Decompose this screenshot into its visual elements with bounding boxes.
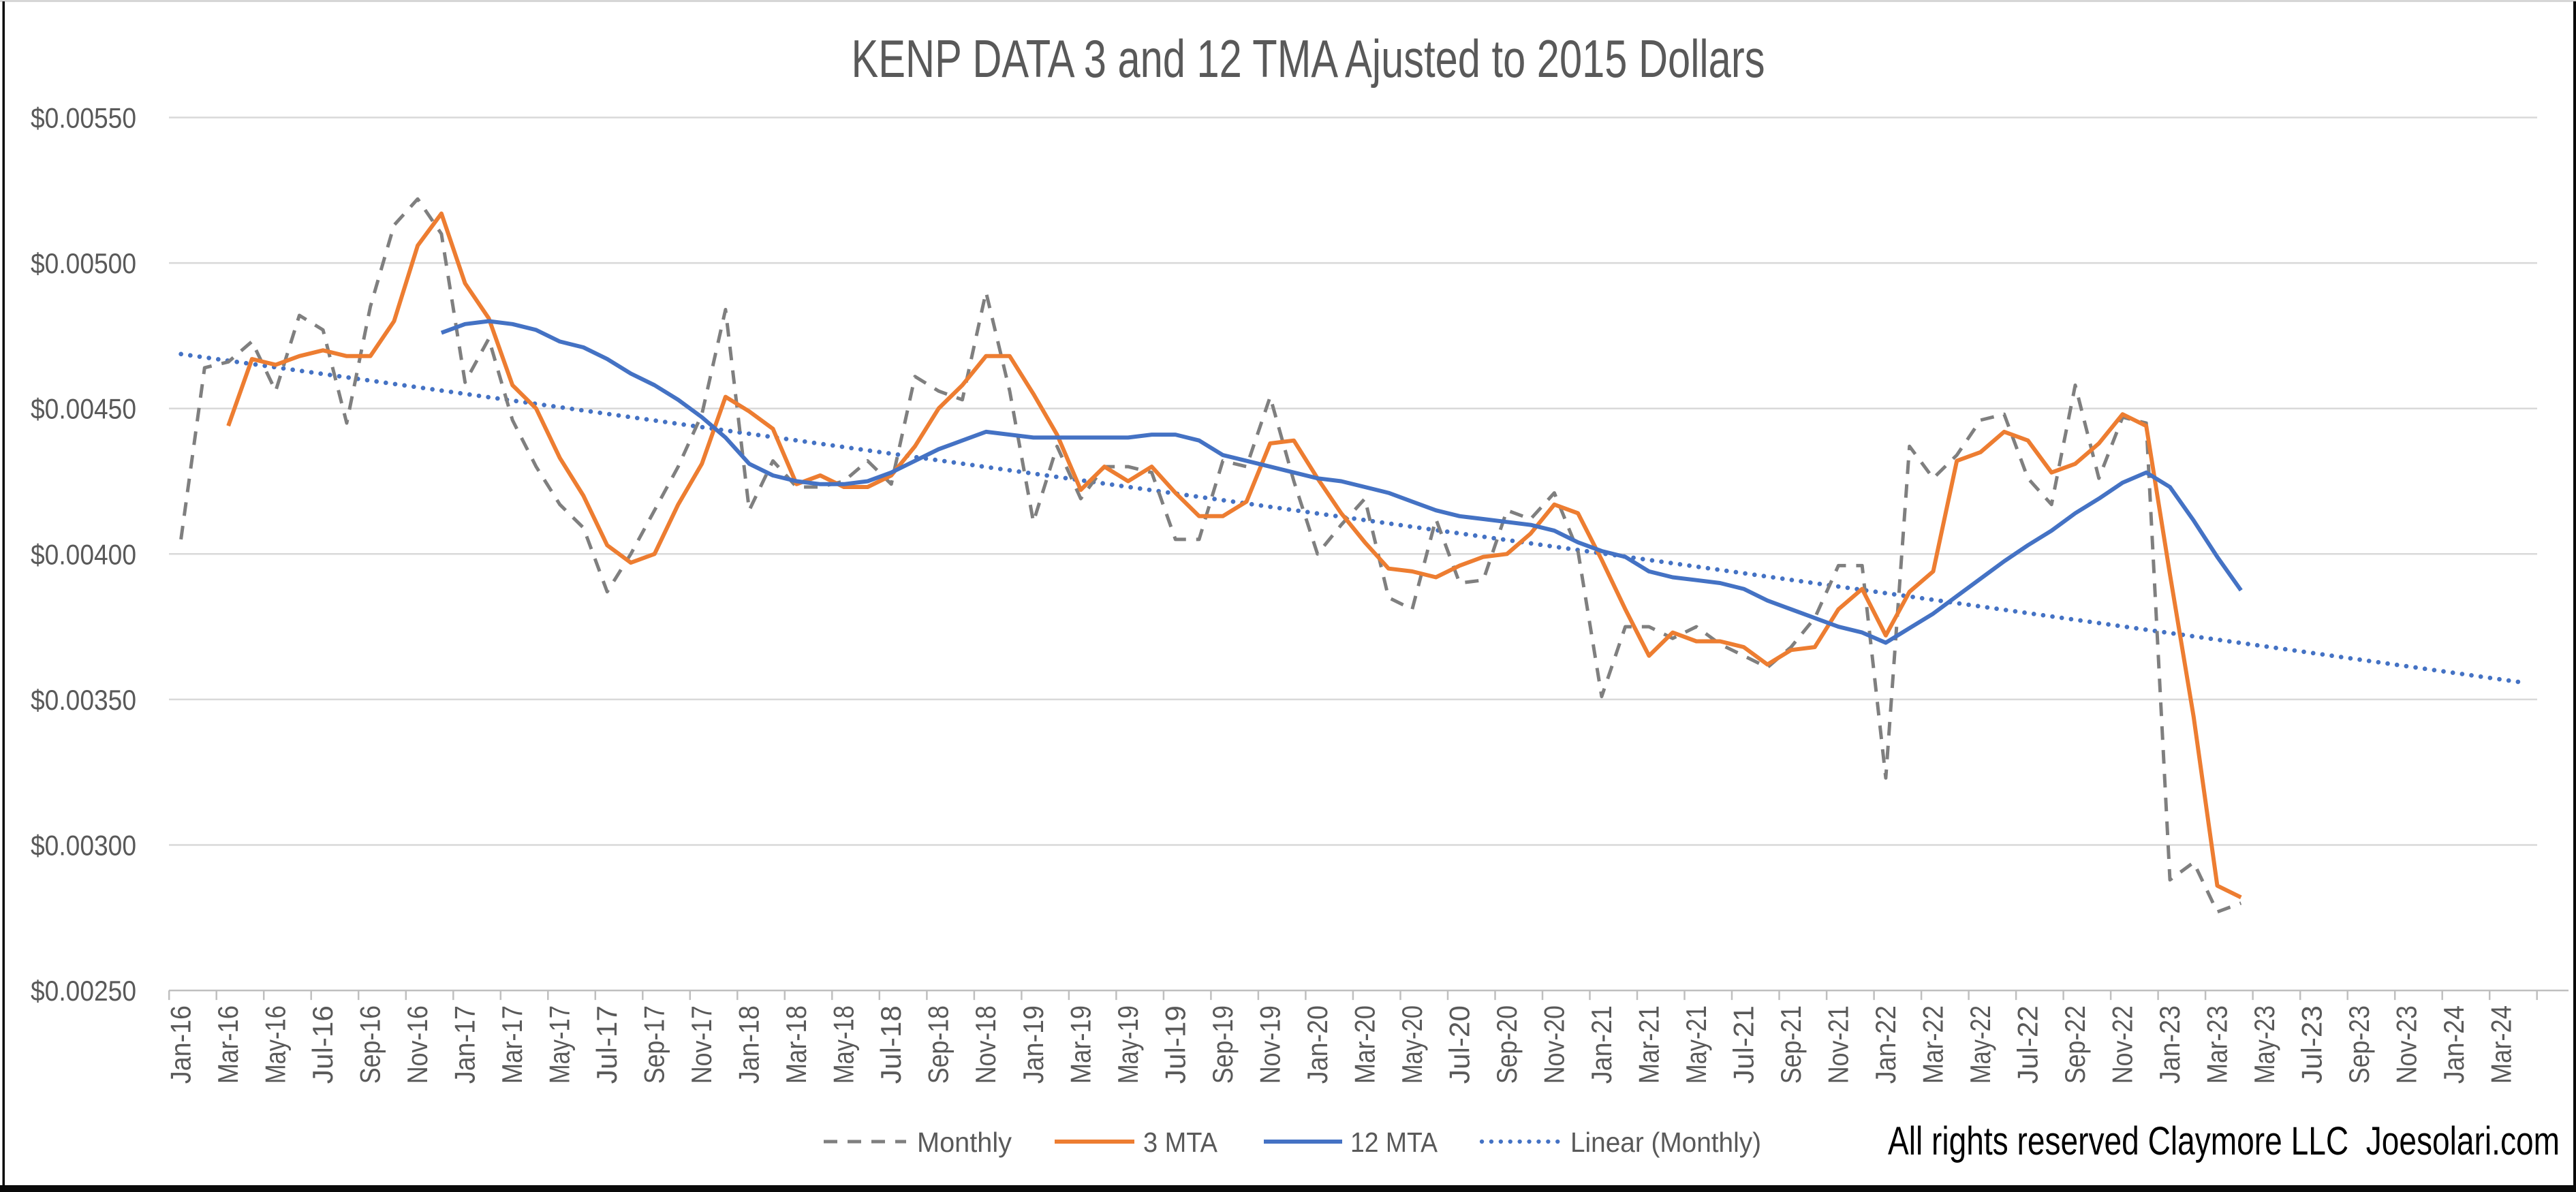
svg-text:$0.00450: $0.00450	[31, 393, 136, 425]
svg-text:Jul-21: Jul-21	[1727, 1005, 1759, 1084]
svg-text:Sep-16: Sep-16	[354, 1005, 386, 1084]
svg-text:Jan-20: Jan-20	[1301, 1005, 1333, 1084]
svg-text:May-16: May-16	[260, 1005, 292, 1084]
svg-text:Mar-22: Mar-22	[1917, 1005, 1949, 1084]
svg-text:May-18: May-18	[828, 1005, 860, 1084]
svg-text:Jan-23: Jan-23	[2154, 1005, 2186, 1084]
svg-text:Jul-19: Jul-19	[1159, 1005, 1191, 1084]
svg-text:May-23: May-23	[2248, 1005, 2280, 1084]
svg-text:Nov-20: Nov-20	[1538, 1005, 1570, 1084]
svg-text:Jan-22: Jan-22	[1869, 1005, 1902, 1084]
svg-text:Mar-19: Mar-19	[1064, 1005, 1096, 1084]
svg-text:Sep-22: Sep-22	[2059, 1005, 2091, 1084]
svg-text:Nov-16: Nov-16	[401, 1005, 433, 1084]
svg-text:Nov-22: Nov-22	[2107, 1005, 2139, 1084]
svg-text:$0.00300: $0.00300	[31, 830, 136, 862]
svg-text:May-22: May-22	[1964, 1005, 1996, 1084]
svg-text:Mar-21: Mar-21	[1632, 1005, 1664, 1084]
svg-text:May-20: May-20	[1396, 1005, 1428, 1084]
svg-text:Linear (Monthly): Linear (Monthly)	[1570, 1127, 1761, 1158]
svg-text:May-17: May-17	[544, 1005, 576, 1084]
svg-text:Nov-21: Nov-21	[1822, 1005, 1854, 1084]
svg-text:Sep-20: Sep-20	[1491, 1005, 1523, 1084]
svg-text:3 MTA: 3 MTA	[1143, 1127, 1218, 1158]
svg-text:Jul-23: Jul-23	[2296, 1005, 2328, 1084]
svg-text:KENP DATA 3 and 12 TMA Ajusted: KENP DATA 3 and 12 TMA Ajusted to 2015 D…	[852, 29, 1765, 89]
svg-text:Sep-19: Sep-19	[1207, 1005, 1239, 1084]
svg-text:May-19: May-19	[1112, 1005, 1144, 1084]
svg-text:$0.00500: $0.00500	[31, 247, 136, 279]
svg-text:Jul-16: Jul-16	[307, 1005, 339, 1084]
svg-text:Mar-16: Mar-16	[212, 1005, 244, 1084]
svg-text:Nov-23: Nov-23	[2391, 1005, 2423, 1084]
svg-text:Nov-18: Nov-18	[969, 1005, 1002, 1084]
svg-text:Nov-19: Nov-19	[1254, 1005, 1286, 1084]
svg-text:Mar-20: Mar-20	[1348, 1005, 1380, 1084]
svg-text:Jul-20: Jul-20	[1443, 1005, 1475, 1084]
svg-text:Sep-23: Sep-23	[2343, 1005, 2375, 1084]
svg-text:Jan-19: Jan-19	[1017, 1005, 1049, 1084]
svg-text:Jan-18: Jan-18	[733, 1005, 765, 1084]
svg-text:Mar-18: Mar-18	[780, 1005, 812, 1084]
svg-text:$0.00350: $0.00350	[31, 684, 136, 716]
svg-text:May-21: May-21	[1680, 1005, 1712, 1084]
svg-text:$0.00550: $0.00550	[31, 102, 136, 134]
svg-text:12 MTA: 12 MTA	[1350, 1127, 1438, 1158]
svg-text:Nov-17: Nov-17	[685, 1005, 717, 1084]
svg-text:All rights reserved Claymore L: All rights reserved Claymore LLC Joesola…	[1888, 1119, 2560, 1163]
svg-text:Jan-16: Jan-16	[165, 1005, 197, 1084]
svg-text:Jan-24: Jan-24	[2438, 1005, 2470, 1084]
svg-text:Jul-18: Jul-18	[875, 1005, 907, 1084]
svg-text:Sep-17: Sep-17	[638, 1005, 670, 1084]
svg-text:Jul-17: Jul-17	[591, 1005, 623, 1084]
svg-text:Monthly: Monthly	[917, 1127, 1012, 1158]
svg-text:Mar-24: Mar-24	[2485, 1005, 2517, 1084]
svg-text:$0.00400: $0.00400	[31, 538, 136, 570]
svg-text:Sep-18: Sep-18	[922, 1005, 955, 1084]
svg-text:Jan-17: Jan-17	[449, 1005, 481, 1084]
svg-text:Jan-21: Jan-21	[1585, 1005, 1617, 1084]
svg-text:Sep-21: Sep-21	[1775, 1005, 1807, 1084]
svg-text:Mar-17: Mar-17	[496, 1005, 528, 1084]
svg-text:Mar-23: Mar-23	[2201, 1005, 2233, 1084]
svg-text:$0.00250: $0.00250	[31, 975, 136, 1007]
svg-text:Jul-22: Jul-22	[2012, 1005, 2044, 1084]
